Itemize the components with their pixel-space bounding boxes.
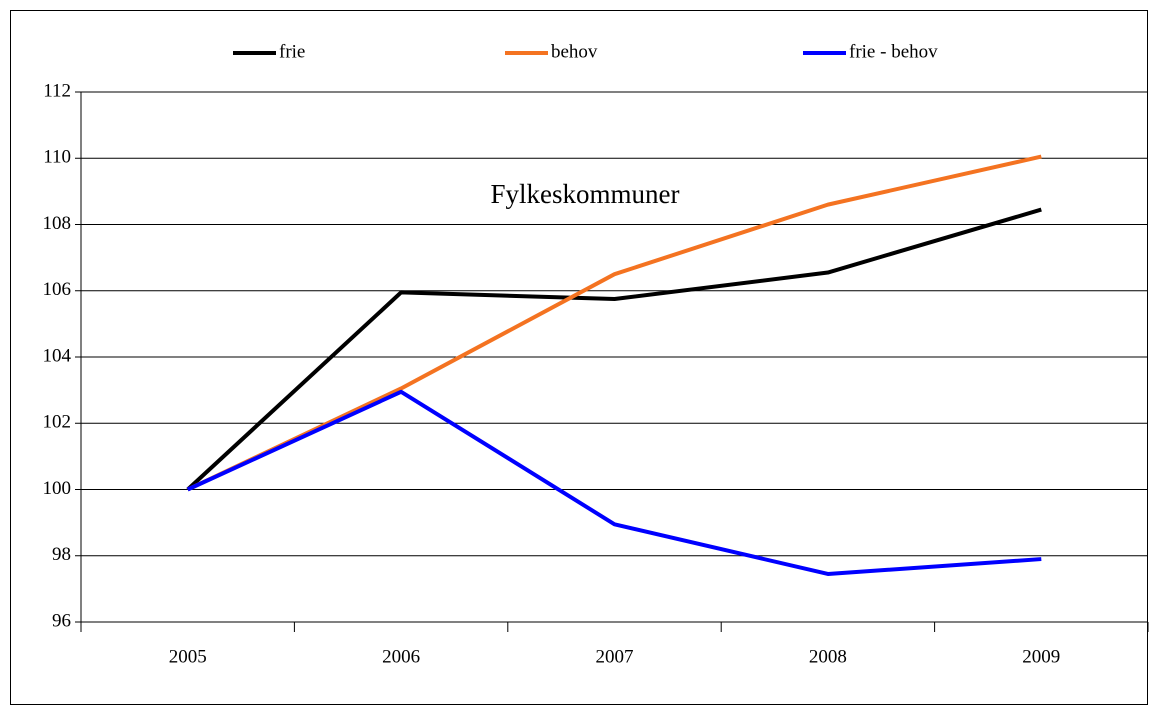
x-tick-label: 2006 [382, 646, 420, 667]
y-tick-label: 100 [43, 478, 72, 499]
y-tick-label: 104 [43, 345, 72, 366]
y-tick-label: 102 [43, 412, 72, 433]
legend-label: behov [551, 41, 598, 62]
y-tick-label: 112 [43, 80, 71, 101]
legend-label: frie [279, 41, 305, 62]
y-tick-label: 96 [52, 610, 71, 631]
series-line [186, 389, 1042, 576]
legend-label: frie - behov [849, 41, 938, 62]
y-tick-label: 98 [52, 544, 71, 565]
x-tick-label: 2008 [809, 646, 847, 667]
x-tick-label: 2005 [169, 646, 207, 667]
x-tick-label: 2007 [596, 646, 634, 667]
series-line [186, 207, 1042, 491]
series-line [186, 154, 1042, 492]
y-tick-label: 108 [43, 213, 72, 234]
annotation: Fylkeskommuner [491, 179, 680, 209]
y-tick-label: 110 [43, 147, 71, 168]
x-tick-label: 2009 [1022, 646, 1060, 667]
y-tick-label: 106 [43, 279, 72, 300]
